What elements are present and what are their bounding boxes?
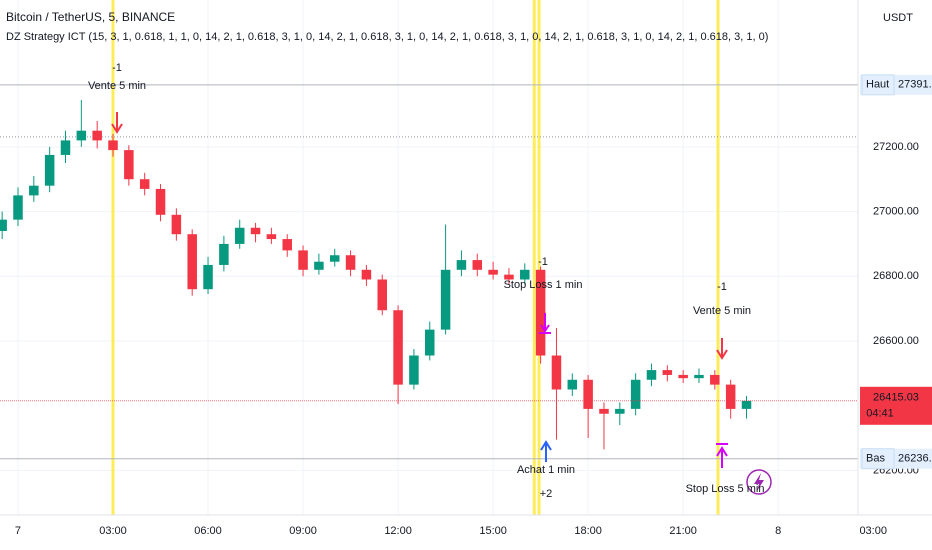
sell-arrow <box>111 112 123 134</box>
level-name: Bas <box>866 453 885 465</box>
plot <box>0 0 858 515</box>
annotation: Vente 5 min <box>88 80 146 92</box>
x-tick-label: 8 <box>775 525 781 537</box>
candle-body <box>551 355 562 390</box>
level-name-bg <box>861 448 895 470</box>
candle-body <box>13 195 23 220</box>
annotation: -1 <box>717 281 727 293</box>
candle-body <box>599 408 609 414</box>
candle-body <box>583 379 593 409</box>
level-name-bg <box>861 74 895 96</box>
candle-body <box>60 140 71 155</box>
candle-body <box>393 310 403 385</box>
x-tick-label: 7 <box>15 525 21 537</box>
x-tick-label: 21:00 <box>669 525 697 537</box>
level-name: Haut <box>866 79 889 91</box>
candle-body <box>314 261 324 270</box>
x-tick-label: 12:00 <box>384 525 412 537</box>
y-tick-label: 27200.00 <box>873 141 919 153</box>
x-tick-label: 15:00 <box>479 525 507 537</box>
candle-body <box>108 140 118 151</box>
candle-body <box>219 243 229 265</box>
candle-body <box>171 214 182 235</box>
candle-body <box>472 260 483 270</box>
candle-body <box>646 370 657 380</box>
annotation: Achat 1 min <box>517 464 575 476</box>
y-tick-label: 27000.00 <box>873 205 919 217</box>
candle-body <box>361 269 372 280</box>
candle-body <box>266 234 277 240</box>
candle-body <box>298 250 308 270</box>
candle-body <box>456 260 467 270</box>
candle-body <box>0 219 7 231</box>
x-tick-label: 06:00 <box>194 525 222 537</box>
candle-body <box>662 370 673 375</box>
candle-body <box>124 150 134 180</box>
candle-body <box>345 255 356 270</box>
indicator-label: DZ Strategy ICT (15, 3, 1, 0.618, 1, 1, … <box>6 31 768 43</box>
candle-body <box>504 274 514 280</box>
candle-body <box>710 374 720 385</box>
x-tick-label: 03:00 <box>99 525 127 537</box>
annotation: Stop Loss 1 min <box>504 279 583 291</box>
candle-body <box>630 379 641 409</box>
stop-arrow <box>716 443 728 468</box>
candle-body <box>187 234 197 290</box>
x-tick-label: 03:00 <box>859 525 887 537</box>
candle-body <box>44 154 55 186</box>
candle-body <box>282 239 292 251</box>
annotation: +2 <box>540 488 553 500</box>
y-tick-label: 26800.00 <box>873 270 919 282</box>
countdown: 04:41 <box>866 408 894 420</box>
candle-body <box>377 279 387 311</box>
candle-body <box>329 255 340 262</box>
candle-body <box>76 130 87 141</box>
annotation: -1 <box>112 62 122 74</box>
candle-body <box>615 408 625 414</box>
candle-body <box>678 374 688 379</box>
candle-body <box>425 329 435 356</box>
candle-body <box>409 355 419 385</box>
chart-title: Bitcoin / TetherUS, 5, BINANCE <box>6 10 175 24</box>
currency: USDT <box>883 12 913 24</box>
y-tick-label: 26600.00 <box>873 335 919 347</box>
alert-bolt <box>754 473 764 491</box>
level-value: 26236.00 <box>898 453 932 465</box>
candle-body <box>234 227 245 244</box>
candle-body <box>694 374 704 379</box>
candle-body <box>488 269 498 275</box>
candle-body <box>92 130 102 141</box>
candle-body <box>725 384 736 409</box>
candle-body <box>203 264 213 290</box>
candle-body <box>250 227 261 235</box>
candle-body <box>139 179 150 189</box>
sell-arrow <box>716 338 728 360</box>
annotation: Stop Loss 5 min <box>686 483 765 495</box>
buy-arrow <box>540 440 552 462</box>
level-value: 27391.77 <box>898 79 932 91</box>
candle-body <box>29 185 39 196</box>
stop-arrow <box>539 313 551 334</box>
candle-body <box>535 269 546 356</box>
last-price-label: 26415.03 <box>873 392 919 404</box>
candle-body <box>567 379 578 390</box>
x-tick-label: 18:00 <box>574 525 602 537</box>
x-tick-label: 09:00 <box>289 525 317 537</box>
annotation: Vente 5 min <box>693 305 751 317</box>
candle-body <box>155 188 166 215</box>
candle-body <box>741 400 752 409</box>
annotation: -1 <box>538 256 548 268</box>
candle-body <box>440 269 451 330</box>
candle-body <box>520 269 530 280</box>
last-price-bg <box>860 386 932 425</box>
